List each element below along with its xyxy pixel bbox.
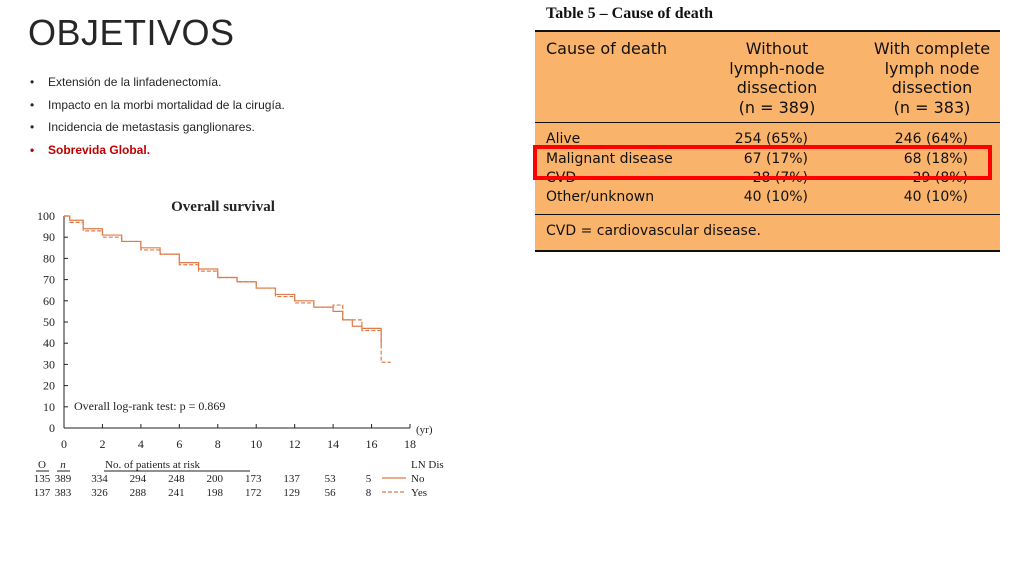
objectives-list: • Extensión de la linfadenectomía. • Impac… [30, 73, 285, 163]
x-tick-label: 6 [176, 437, 182, 451]
logrank-annotation: Overall log-rank test: p = 0.869 [74, 399, 225, 413]
x-tick-label: 2 [99, 437, 105, 451]
risk-count: 248 [168, 473, 185, 485]
risk-count: 129 [283, 487, 300, 499]
risk-count: 326 [91, 487, 108, 499]
y-tick-label: 90 [43, 230, 55, 244]
header-line: (n = 383) [893, 97, 971, 117]
risk-header-label: No. of patients at risk [105, 459, 201, 471]
bullet-icon: • [30, 120, 35, 134]
row-with: 246 (64%) [894, 131, 968, 147]
row-without: 67 (17%) [743, 151, 808, 167]
row-cause: Alive [546, 131, 581, 147]
y-tick-label: 80 [43, 251, 55, 265]
risk-count: 294 [130, 473, 147, 485]
y-tick-label: 10 [43, 400, 55, 414]
risk-count: 288 [130, 487, 147, 499]
bullet-item-highlighted: • Sobrevida Global. [30, 141, 285, 164]
y-tick-label: 0 [49, 421, 55, 435]
slide-title: OBJETIVOS [28, 12, 235, 53]
header-line: lymph node [884, 58, 980, 78]
cause-of-death-table [535, 30, 1000, 252]
bullet-item: • Impacto en la morbi mortalidad de la ci… [30, 96, 285, 119]
highlight-box [533, 145, 992, 180]
series-line-no [64, 215, 382, 346]
table-divider [535, 214, 1000, 215]
header-with: With complete lymph node dissection (n =… [862, 39, 1002, 117]
y-tick-label: 40 [43, 336, 55, 350]
x-tick-label: 18 [404, 437, 416, 451]
header-line: (n = 389) [738, 97, 816, 117]
row-with: 40 (10%) [903, 189, 968, 205]
y-tick-label: 70 [43, 273, 55, 287]
bullet-icon: • [30, 142, 35, 157]
bullet-text: Incidencia de metastasis ganglionares. [48, 120, 255, 134]
legend-label: No [411, 473, 425, 485]
risk-count: 56 [325, 487, 337, 499]
header-line: Without [745, 39, 809, 58]
risk-n: 383 [55, 487, 72, 499]
risk-header-legend: LN Dis [411, 459, 444, 471]
risk-n: 389 [55, 473, 72, 485]
x-tick-label: 14 [327, 437, 339, 451]
risk-count: 198 [207, 487, 224, 499]
header-line: dissection [891, 78, 973, 97]
header-without: Without lymph-node dissection (n = 389) [712, 39, 842, 117]
bullet-icon: • [30, 97, 35, 112]
bullet-icon: • [30, 75, 35, 89]
risk-o: 135 [34, 473, 51, 485]
bullet-item: • Incidencia de metastasis ganglionares. [30, 118, 285, 141]
risk-count: 200 [207, 473, 224, 485]
chart-title: Overall survival [171, 199, 275, 215]
y-tick-label: 30 [43, 357, 55, 371]
risk-o: 137 [34, 487, 51, 499]
header-line: dissection [736, 78, 818, 97]
row-with: 68 (18%) [903, 151, 968, 167]
row-cause: Other/unknown [546, 189, 655, 205]
x-tick-label: 16 [366, 437, 378, 451]
y-tick-label: 50 [43, 315, 55, 329]
risk-count: 172 [245, 487, 262, 499]
risk-count: 53 [325, 473, 337, 485]
header-cause: Cause of death [546, 39, 668, 58]
y-tick-label: 100 [37, 209, 55, 223]
risk-count: 334 [91, 473, 108, 485]
risk-header-n: n [60, 459, 66, 471]
risk-count: 137 [283, 473, 300, 485]
risk-count: 5 [366, 473, 372, 485]
header-line: With complete [873, 39, 991, 58]
row-without: 254 (65%) [734, 131, 808, 147]
bullet-text: Impacto en la morbi mortalidad de la cir… [48, 97, 285, 112]
x-tick-label: 12 [289, 437, 301, 451]
risk-count: 8 [366, 487, 372, 499]
table-divider [535, 122, 1000, 123]
y-tick-label: 60 [43, 294, 55, 308]
y-tick-label: 20 [43, 379, 55, 393]
legend-label: Yes [411, 487, 427, 499]
header-line: lymph-node [729, 58, 825, 78]
series-line-yes [64, 215, 391, 363]
risk-count: 173 [245, 473, 262, 485]
x-tick-label: 0 [61, 437, 67, 451]
x-tick-label: 10 [250, 437, 262, 451]
x-tick-label: 4 [138, 437, 144, 451]
row-without: 40 (10%) [743, 189, 808, 205]
bullet-text: Sobrevida Global. [48, 142, 151, 157]
bullet-item: • Extensión de la linfadenectomía. [30, 73, 285, 96]
risk-header-o: O [38, 459, 46, 471]
table-footnote: CVD = cardiovascular disease. [546, 223, 761, 239]
survival-chart: Overall survival Overall log-rank test: … [34, 199, 444, 499]
row-cause: Malignant disease [546, 151, 673, 167]
x-tick-label: 8 [215, 437, 221, 451]
table-title: Table 5 – Cause of death [546, 5, 713, 22]
x-axis-unit: (yr) [416, 424, 433, 436]
risk-count: 241 [168, 487, 185, 499]
bullet-text: Extensión de la linfadenectomía. [48, 75, 222, 89]
